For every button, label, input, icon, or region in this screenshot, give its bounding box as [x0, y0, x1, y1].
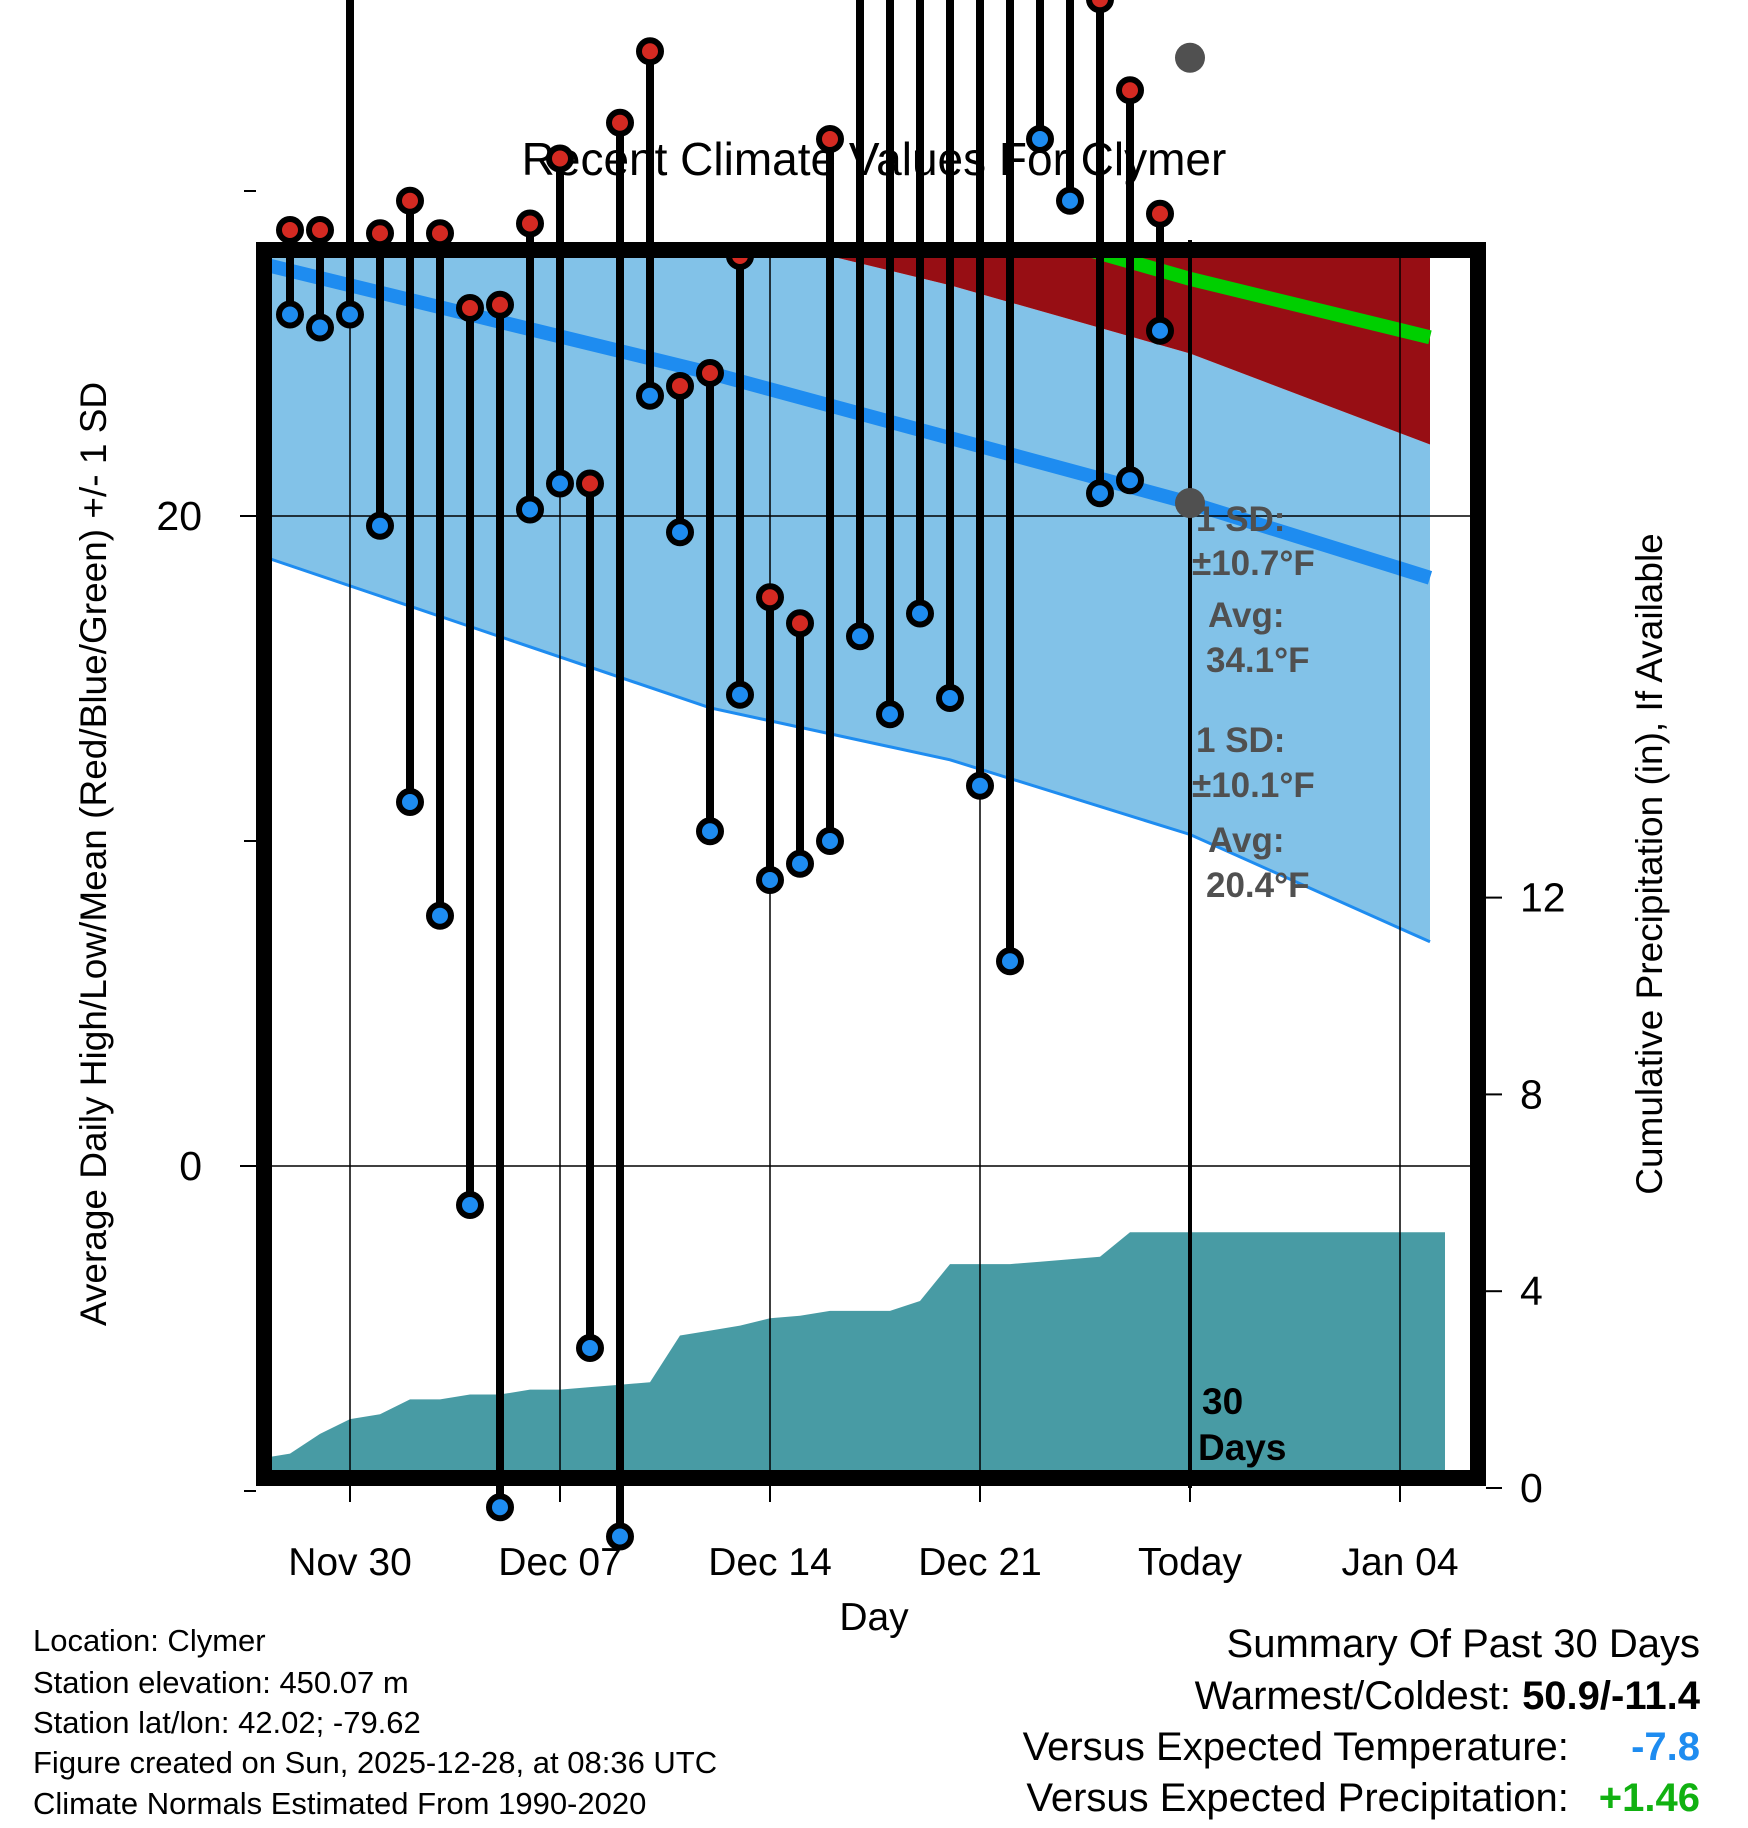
y-axis-label: Average Daily High/Low/Mean (Red/Blue/Gr… [73, 382, 114, 1326]
high-sd-value: ±10.7°F [1192, 544, 1315, 583]
y2-tick-label: 4 [1520, 1268, 1543, 1314]
high-marker [516, 209, 544, 238]
low-avg-value: 20.4°F [1206, 866, 1310, 905]
high-marker [606, 108, 634, 137]
low-marker [786, 849, 814, 878]
high-avg-value: 34.1°F [1206, 641, 1310, 680]
high-marker [456, 294, 484, 322]
low-marker [516, 495, 544, 524]
plot-area [230, 0, 1478, 1478]
low-marker [876, 700, 904, 729]
high-marker [306, 216, 334, 244]
low-marker [456, 1191, 484, 1219]
low-marker [426, 901, 454, 930]
y2-tick-label: 12 [1520, 875, 1566, 921]
y2-axis-label: Cumulative Precipitation (in), If Availa… [1629, 533, 1670, 1195]
x-tick-label: Jan 04 [1341, 1541, 1458, 1584]
x-tick-label: Dec 14 [708, 1541, 832, 1584]
low-sd-band [264, 250, 1430, 942]
low-marker [486, 1493, 514, 1522]
low-marker [336, 300, 364, 329]
summary-precip: Versus Expected Precipitation: +1.46 [1026, 1776, 1700, 1821]
y-tick-label: 0 [179, 1143, 202, 1189]
low-marker [816, 827, 844, 855]
low-marker [606, 1522, 634, 1551]
high-marker [786, 609, 814, 638]
y-tick-label: 20 [156, 493, 202, 539]
x-tick-label: Today [1138, 1541, 1243, 1584]
footer-normals: Climate Normals Estimated From 1990-2020 [33, 1786, 647, 1821]
high-marker [396, 186, 424, 215]
low-avg-marker [1175, 488, 1205, 518]
low-marker [756, 866, 784, 894]
high-marker [426, 219, 454, 248]
chart-title: Recent Climate Values For Clymer [522, 133, 1227, 185]
plot-frame [256, 242, 1486, 1486]
low-marker [906, 599, 934, 628]
summary-temp: Versus Expected Temperature: -7.8 [1023, 1725, 1700, 1770]
low-marker [1026, 125, 1054, 153]
low-avg-label: Avg: [1208, 821, 1284, 860]
low-marker [366, 511, 394, 540]
high-marker [486, 290, 514, 319]
low-marker [1116, 466, 1144, 495]
low-marker [576, 1334, 604, 1362]
low-marker [696, 817, 724, 846]
high-marker [696, 359, 724, 387]
low-marker [936, 684, 964, 712]
high-marker [1086, 0, 1114, 14]
high-marker [276, 216, 304, 244]
x-axis-label: Day [839, 1596, 909, 1639]
mean-line [1063, 250, 1432, 345]
window-unit: Days [1198, 1427, 1286, 1468]
low-marker [726, 680, 754, 709]
high-mean-line [230, 0, 1430, 100]
high-avg-label: Avg: [1208, 596, 1284, 635]
low-marker [1056, 186, 1084, 215]
high-marker [366, 219, 394, 248]
summary-temp-label: Versus Expected Temperature: [1022, 1725, 1569, 1769]
x-tick-label: Dec 21 [918, 1541, 1042, 1584]
low-marker [546, 469, 574, 498]
high-marker [576, 469, 604, 498]
x-tick-label: Dec 07 [498, 1541, 622, 1584]
summary-heading: Summary Of Past 30 Days [1226, 1622, 1700, 1666]
low-marker [396, 788, 424, 816]
high-marker [756, 583, 784, 612]
high-marker [1146, 199, 1174, 228]
footer-location: Location: Clymer [33, 1623, 266, 1658]
high-sd-label: 1 SD: [1196, 500, 1285, 539]
low-marker [996, 947, 1024, 976]
low-marker [1146, 316, 1174, 345]
footer-latlon: Station lat/lon: 42.02; -79.62 [33, 1705, 421, 1740]
high-avg-marker [1175, 42, 1205, 73]
x-tick-label: Nov 30 [288, 1541, 412, 1584]
low-marker [666, 518, 694, 547]
summary-precip-value: +1.46 [1598, 1776, 1700, 1820]
summary-temp-value: -7.8 [1631, 1725, 1700, 1769]
summary-precip-label: Versus Expected Precipitation: [1026, 1776, 1569, 1820]
y2-tick-label: 8 [1520, 1071, 1543, 1117]
low-marker [966, 771, 994, 800]
summary-warm-cold-label: Warmest/Coldest: [1194, 1674, 1511, 1718]
high-marker [816, 125, 844, 153]
low-marker [846, 622, 874, 651]
footer-elevation: Station elevation: 450.07 m [33, 1665, 409, 1700]
high-marker [666, 372, 694, 400]
high-marker [1116, 76, 1144, 105]
summary-warm-cold-value: 50.9/-11.4 [1522, 1674, 1700, 1718]
low-marker [306, 313, 334, 342]
low-marker [276, 300, 304, 329]
window-count: 30 [1202, 1381, 1243, 1422]
y2-tick-label: 0 [1520, 1465, 1543, 1511]
high-marker [636, 37, 664, 66]
low-sd-value: ±10.1°F [1192, 766, 1315, 805]
footer-created: Figure created on Sun, 2025-12-28, at 08… [33, 1745, 718, 1780]
low-marker [1086, 479, 1114, 508]
low-sd-label: 1 SD: [1196, 721, 1285, 760]
low-marker [636, 381, 664, 410]
summary-warm-cold: Warmest/Coldest: 50.9/-11.4 [1195, 1674, 1700, 1719]
high-marker [546, 144, 574, 173]
